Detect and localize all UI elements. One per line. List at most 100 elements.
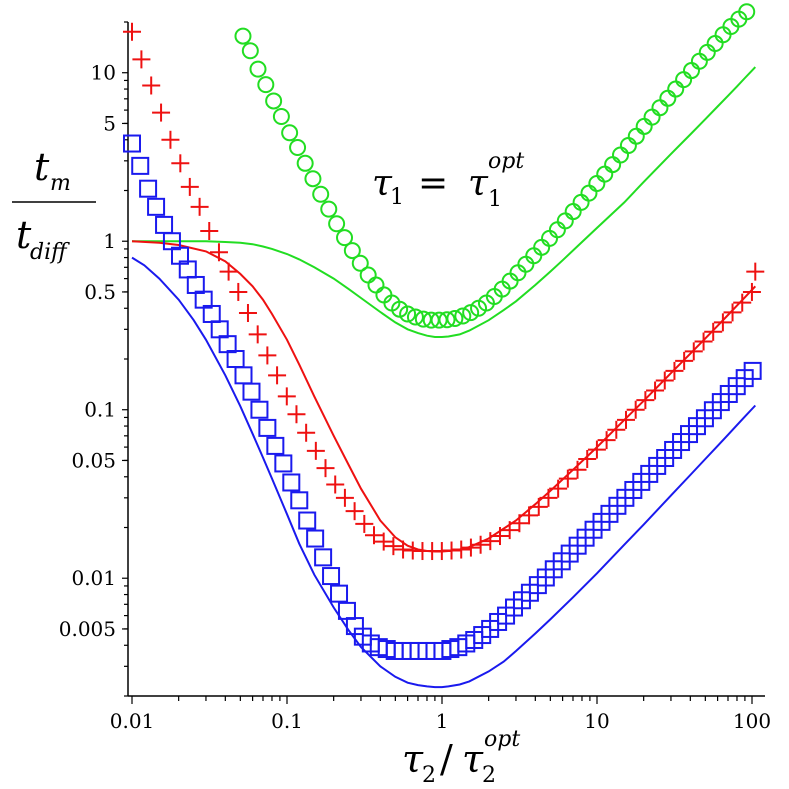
circle-marker xyxy=(643,108,661,126)
y-tick-label: 0.1 xyxy=(84,398,116,422)
circle-marker xyxy=(281,124,299,142)
circle-marker xyxy=(683,62,701,80)
ylabel-denominator: t xyxy=(16,213,32,257)
x-tick-label: 0.1 xyxy=(271,709,303,733)
blue-squares xyxy=(123,134,762,660)
circle-marker xyxy=(627,127,645,145)
square-marker xyxy=(314,548,333,567)
circle-marker xyxy=(738,3,756,21)
square-marker xyxy=(131,156,150,175)
square-marker xyxy=(155,215,174,234)
square-marker xyxy=(234,366,253,385)
y-tick-label: 5 xyxy=(103,111,116,135)
x-tick-label: 1 xyxy=(436,709,449,733)
square-marker xyxy=(282,473,301,492)
blue-curve-path xyxy=(131,256,757,689)
circle-marker xyxy=(517,255,535,273)
circle-marker xyxy=(257,76,275,94)
green-curve xyxy=(132,66,757,338)
x-tick-label: 0.01 xyxy=(110,709,155,733)
circle-marker xyxy=(296,154,314,172)
xlabel-den-sub: 2 xyxy=(482,763,496,788)
circle-marker xyxy=(706,35,724,53)
circle-marker xyxy=(572,193,590,211)
circle-marker xyxy=(556,212,574,230)
circle-marker xyxy=(675,71,693,89)
circle-marker xyxy=(438,311,456,329)
square-marker xyxy=(186,275,205,294)
square-marker xyxy=(330,584,349,603)
circle-marker xyxy=(336,229,354,247)
y-tick-label: 0.01 xyxy=(71,566,116,590)
annotation-rhs-sub: 1 xyxy=(488,187,502,212)
annotation-rhs: τ xyxy=(468,163,489,204)
circle-marker xyxy=(234,27,252,45)
circle-marker xyxy=(304,170,322,188)
square-marker xyxy=(226,350,245,368)
square-marker xyxy=(290,491,309,510)
circle-marker xyxy=(690,52,708,70)
circle-marker xyxy=(541,229,559,247)
ylabel-numerator: t xyxy=(34,145,50,189)
circle-marker xyxy=(564,203,582,221)
y-tick-label: 1 xyxy=(103,229,116,253)
square-marker xyxy=(258,418,277,437)
circle-marker xyxy=(635,117,653,135)
circle-marker xyxy=(265,92,283,110)
square-marker xyxy=(147,197,166,216)
circle-marker xyxy=(406,308,424,326)
square-marker xyxy=(266,436,285,455)
circle-marker xyxy=(343,242,361,260)
circle-marker xyxy=(351,254,369,272)
red-curve xyxy=(131,240,757,553)
square-marker xyxy=(274,454,293,473)
xlabel-slash: / xyxy=(440,737,453,781)
square-marker xyxy=(743,361,762,380)
circle-marker xyxy=(580,184,598,202)
x-axis-label: τ 2 / τ 2 opt xyxy=(402,727,520,788)
circle-marker xyxy=(698,43,716,61)
y-axis-label: t m t diff xyxy=(12,145,96,265)
green-curve-path xyxy=(132,66,757,338)
circle-marker xyxy=(289,138,307,156)
circle-marker xyxy=(588,175,606,193)
xlabel-num-sub: 2 xyxy=(422,763,436,788)
square-marker xyxy=(218,335,237,354)
circle-marker xyxy=(619,136,637,154)
circle-marker xyxy=(359,266,377,284)
square-marker xyxy=(139,179,158,198)
circle-marker xyxy=(533,238,551,256)
ylabel-denominator-sub: diff xyxy=(30,240,70,265)
x-tick-label: 100 xyxy=(733,709,771,733)
circle-marker xyxy=(651,99,669,117)
square-marker xyxy=(337,601,356,620)
series xyxy=(123,3,765,689)
y-tick-label: 0.5 xyxy=(84,280,116,304)
tick-labels: 0.01 0.1 1 10 100 10 5 1 0.5 0.1 0.05 0.01 0.005 xyxy=(59,61,771,733)
circle-marker xyxy=(312,185,330,203)
circle-marker xyxy=(604,156,622,174)
circle-marker xyxy=(548,221,566,239)
annotation-lhs: τ xyxy=(372,163,393,204)
circle-marker xyxy=(525,247,543,265)
annotation-rhs-sup: opt xyxy=(488,149,524,174)
xlabel-den-sup: opt xyxy=(484,727,520,752)
axes xyxy=(127,22,765,697)
square-marker xyxy=(242,382,261,401)
square-marker xyxy=(298,511,317,530)
circle-marker xyxy=(659,89,677,107)
xlabel-num: τ xyxy=(402,737,424,781)
red-plus xyxy=(123,22,765,561)
xlabel-den: τ xyxy=(462,737,484,781)
circle-marker xyxy=(667,80,685,98)
circle-marker xyxy=(446,309,464,327)
annotation-eq: = xyxy=(418,163,448,204)
square-marker xyxy=(210,320,229,339)
ylabel-numerator-sub: m xyxy=(50,171,71,196)
circle-marker xyxy=(612,146,630,164)
circle-marker xyxy=(249,60,267,78)
square-marker xyxy=(306,529,325,548)
square-marker xyxy=(250,400,269,419)
annotation-tau1-opt: τ 1 = τ 1 opt xyxy=(372,149,524,212)
